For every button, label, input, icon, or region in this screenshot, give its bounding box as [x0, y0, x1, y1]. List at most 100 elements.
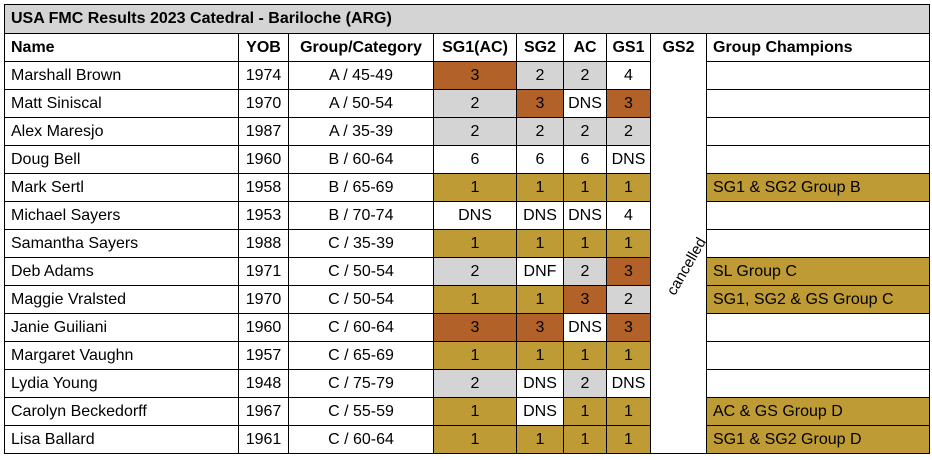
cell-sg1[interactable]: 1: [433, 173, 517, 202]
cell-sg2[interactable]: 2: [516, 117, 564, 146]
header-gs2[interactable]: GS2: [650, 33, 707, 62]
cell-gs1[interactable]: 4: [606, 61, 651, 90]
header-group[interactable]: Group/Category: [288, 33, 434, 62]
cell-yob[interactable]: 1967: [238, 397, 289, 426]
cell-gs2[interactable]: [650, 61, 707, 90]
cell-gs1[interactable]: 2: [606, 117, 651, 146]
cell-champions[interactable]: [705, 341, 931, 370]
cell-group[interactable]: C / 50-54: [288, 285, 434, 314]
cell-name[interactable]: Michael Sayers: [4, 201, 239, 230]
cell-gs1[interactable]: DNS: [606, 145, 651, 174]
cell-sg1[interactable]: 1: [433, 285, 517, 314]
cell-yob[interactable]: 1987: [238, 117, 289, 146]
cell-gs2[interactable]: [650, 229, 707, 258]
cell-gs1[interactable]: 3: [606, 257, 651, 286]
cell-ac[interactable]: 3: [563, 285, 607, 314]
cell-ac[interactable]: 1: [563, 229, 607, 258]
cell-sg1[interactable]: 6: [433, 145, 517, 174]
cell-name[interactable]: Maggie Vralsted: [4, 285, 239, 314]
cell-gs1[interactable]: 2: [606, 285, 651, 314]
cell-sg1[interactable]: 2: [433, 89, 517, 118]
cell-sg2[interactable]: DNS: [516, 201, 564, 230]
cell-ac[interactable]: 1: [563, 173, 607, 202]
cell-gs2[interactable]: [650, 313, 707, 342]
cell-ac[interactable]: 2: [563, 369, 607, 398]
cell-champions[interactable]: [705, 313, 931, 342]
cell-champions[interactable]: [705, 369, 931, 398]
cell-gs2[interactable]: [650, 173, 707, 202]
cell-group[interactable]: A / 35-39: [288, 117, 434, 146]
cell-sg1[interactable]: 2: [433, 369, 517, 398]
cell-group[interactable]: B / 70-74: [288, 201, 434, 230]
cell-gs1[interactable]: 4: [606, 201, 651, 230]
cell-gs2[interactable]: [650, 201, 707, 230]
cell-ac[interactable]: 2: [563, 257, 607, 286]
cell-sg2[interactable]: 6: [516, 145, 564, 174]
cell-gs1[interactable]: 1: [606, 229, 651, 258]
cell-gs1[interactable]: 3: [606, 89, 651, 118]
header-sg2[interactable]: SG2: [516, 33, 564, 62]
cell-group[interactable]: C / 60-64: [288, 425, 434, 454]
cell-gs1[interactable]: 1: [606, 173, 651, 202]
cell-ac[interactable]: DNS: [563, 89, 607, 118]
cell-name[interactable]: Alex Maresjo: [4, 117, 239, 146]
cell-sg2[interactable]: 3: [516, 313, 564, 342]
cell-champions[interactable]: SG1, SG2 & GS Group C: [705, 285, 931, 314]
cell-sg1[interactable]: DNS: [433, 201, 517, 230]
cell-name[interactable]: Lydia Young: [4, 369, 239, 398]
cell-group[interactable]: A / 50-54: [288, 89, 434, 118]
cell-group[interactable]: C / 50-54: [288, 257, 434, 286]
cell-sg1[interactable]: 2: [433, 257, 517, 286]
header-champions[interactable]: Group Champions: [705, 33, 931, 62]
cell-gs2[interactable]: [650, 89, 707, 118]
cell-gs2[interactable]: [650, 117, 707, 146]
cell-sg2[interactable]: 1: [516, 173, 564, 202]
cell-champions[interactable]: SG1 & SG2 Group B: [705, 173, 931, 202]
cell-name[interactable]: Mark Sertl: [4, 173, 239, 202]
cell-sg1[interactable]: 1: [433, 397, 517, 426]
cell-champions[interactable]: [705, 145, 931, 174]
cell-champions[interactable]: [705, 229, 931, 258]
cell-gs2[interactable]: [650, 257, 707, 286]
cell-name[interactable]: Deb Adams: [4, 257, 239, 286]
cell-group[interactable]: C / 75-79: [288, 369, 434, 398]
cell-name[interactable]: Matt Siniscal: [4, 89, 239, 118]
cell-champions[interactable]: [705, 117, 931, 146]
cell-sg1[interactable]: 3: [433, 313, 517, 342]
cell-sg2[interactable]: DNS: [516, 369, 564, 398]
cell-group[interactable]: C / 55-59: [288, 397, 434, 426]
header-ac[interactable]: AC: [563, 33, 607, 62]
cell-name[interactable]: Lisa Ballard: [4, 425, 239, 454]
cell-yob[interactable]: 1988: [238, 229, 289, 258]
cell-name[interactable]: Samantha Sayers: [4, 229, 239, 258]
cell-sg1[interactable]: 1: [433, 229, 517, 258]
cell-yob[interactable]: 1971: [238, 257, 289, 286]
cell-name[interactable]: Carolyn Beckedorff: [4, 397, 239, 426]
cell-ac[interactable]: 6: [563, 145, 607, 174]
cell-ac[interactable]: 2: [563, 117, 607, 146]
cell-yob[interactable]: 1953: [238, 201, 289, 230]
cell-champions[interactable]: SL Group C: [705, 257, 931, 286]
cell-ac[interactable]: 1: [563, 425, 607, 454]
cell-gs2[interactable]: [650, 145, 707, 174]
cell-yob[interactable]: 1960: [238, 313, 289, 342]
cell-sg1[interactable]: 3: [433, 61, 517, 90]
cell-name[interactable]: Janie Guiliani: [4, 313, 239, 342]
cell-champions[interactable]: [705, 201, 931, 230]
cell-sg2[interactable]: 2: [516, 61, 564, 90]
cell-sg1[interactable]: 2: [433, 117, 517, 146]
cell-sg2[interactable]: DNS: [516, 397, 564, 426]
cell-gs1[interactable]: DNS: [606, 369, 651, 398]
cell-champions[interactable]: [705, 89, 931, 118]
cell-yob[interactable]: 1960: [238, 145, 289, 174]
cell-gs1[interactable]: 1: [606, 397, 651, 426]
cell-yob[interactable]: 1961: [238, 425, 289, 454]
cell-gs2[interactable]: [650, 397, 707, 426]
cell-gs2[interactable]: [650, 341, 707, 370]
cell-name[interactable]: Margaret Vaughn: [4, 341, 239, 370]
cell-group[interactable]: A / 45-49: [288, 61, 434, 90]
cell-sg2[interactable]: 1: [516, 341, 564, 370]
cell-sg1[interactable]: 1: [433, 341, 517, 370]
cell-group[interactable]: C / 60-64: [288, 313, 434, 342]
cell-champions[interactable]: [705, 61, 931, 90]
